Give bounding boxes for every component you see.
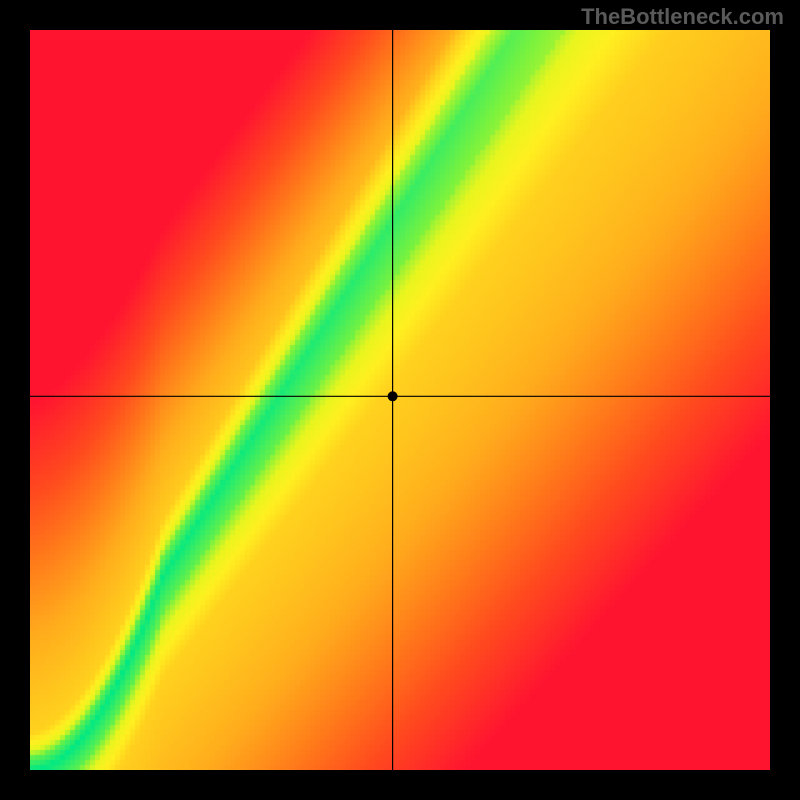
chart-container: TheBottleneck.com (0, 0, 800, 800)
watermark-text: TheBottleneck.com (581, 4, 784, 30)
overlay-layer (0, 0, 800, 800)
crosshair-marker (388, 391, 398, 401)
